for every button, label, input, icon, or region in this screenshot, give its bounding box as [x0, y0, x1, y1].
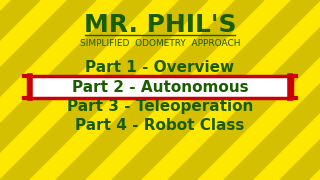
Polygon shape: [280, 0, 320, 180]
Text: Part 4 - Robot Class: Part 4 - Robot Class: [75, 118, 245, 132]
Polygon shape: [168, 0, 320, 180]
Text: Part 1 - Overview: Part 1 - Overview: [85, 60, 235, 75]
Polygon shape: [224, 0, 320, 180]
Polygon shape: [0, 0, 96, 180]
Polygon shape: [0, 0, 40, 180]
Polygon shape: [112, 0, 320, 180]
Polygon shape: [0, 0, 208, 180]
Text: MR. PHIL'S: MR. PHIL'S: [84, 13, 236, 37]
Text: SIMPLIFIED  ODOMETRY  APPROACH: SIMPLIFIED ODOMETRY APPROACH: [80, 39, 240, 48]
Polygon shape: [0, 0, 152, 180]
FancyBboxPatch shape: [28, 76, 292, 98]
Text: Part 3 - Teleoperation: Part 3 - Teleoperation: [67, 98, 253, 114]
Polygon shape: [56, 0, 264, 180]
Text: Part 2 - Autonomous: Part 2 - Autonomous: [72, 80, 248, 94]
